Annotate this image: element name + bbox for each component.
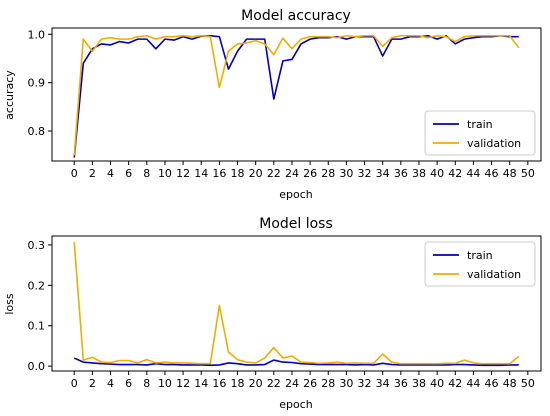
loss-x-tick-label: 30 bbox=[339, 377, 353, 390]
accuracy-x-tick-label: 46 bbox=[485, 167, 499, 180]
accuracy-y-axis-label: accuracy bbox=[3, 70, 16, 120]
loss-y-tick-label: 0.0 bbox=[28, 360, 46, 373]
loss-x-tick-label: 24 bbox=[285, 377, 299, 390]
loss-x-tick-label: 46 bbox=[485, 377, 499, 390]
accuracy-legend: train validation bbox=[424, 110, 536, 156]
accuracy-y-tick-label: 0.9 bbox=[28, 77, 46, 90]
loss-legend: train validation bbox=[424, 241, 536, 287]
loss-x-tick-label: 44 bbox=[466, 377, 480, 390]
accuracy-legend-label-validation: validation bbox=[467, 137, 521, 150]
accuracy-x-tick-label: 50 bbox=[521, 167, 535, 180]
accuracy-y-tick-label: 1.0 bbox=[28, 28, 46, 41]
accuracy-chart: Model accuracy 0.80.91.0 0 2 4 6 8 10 12 14 16 18… bbox=[3, 8, 542, 201]
accuracy-x-tick-label: 14 bbox=[194, 167, 208, 180]
accuracy-x-tick-label: 6 bbox=[125, 167, 132, 180]
loss-x-tick-label: 16 bbox=[212, 377, 226, 390]
loss-y-tick-label: 0.1 bbox=[28, 320, 46, 333]
loss-x-tick-label: 2 bbox=[89, 377, 96, 390]
accuracy-x-tick-label: 10 bbox=[158, 167, 172, 180]
loss-chart: Model loss 0.00.10.20.3 0 2 4 6 8 10 12 14 16 18 2… bbox=[3, 216, 542, 411]
loss-x-tick-label: 18 bbox=[231, 377, 245, 390]
loss-x-tick-label: 14 bbox=[194, 377, 208, 390]
accuracy-x-tick-label: 34 bbox=[376, 167, 390, 180]
accuracy-legend-box bbox=[424, 110, 536, 156]
loss-x-tick-label: 38 bbox=[412, 377, 426, 390]
loss-x-axis-label: epoch bbox=[279, 398, 313, 411]
loss-x-tick-label: 32 bbox=[358, 377, 372, 390]
accuracy-x-tick-label: 38 bbox=[412, 167, 426, 180]
accuracy-x-tick-label: 44 bbox=[466, 167, 480, 180]
loss-x-tick-label: 8 bbox=[143, 377, 150, 390]
accuracy-x-tick-label: 24 bbox=[285, 167, 299, 180]
accuracy-x-tick-label: 32 bbox=[358, 167, 372, 180]
loss-legend-label-train: train bbox=[467, 249, 493, 262]
loss-x-tick-label: 22 bbox=[267, 377, 281, 390]
accuracy-x-tick-label: 8 bbox=[143, 167, 150, 180]
loss-x-tick-label: 34 bbox=[376, 377, 390, 390]
loss-series-validation-line bbox=[73, 241, 520, 365]
loss-x-tick-label: 20 bbox=[249, 377, 263, 390]
loss-y-tick-label: 0.3 bbox=[28, 239, 46, 252]
accuracy-x-tick-label: 42 bbox=[448, 167, 462, 180]
loss-x-tick-label: 26 bbox=[303, 377, 317, 390]
accuracy-x-tick-label: 2 bbox=[89, 167, 96, 180]
accuracy-series-validation-line bbox=[73, 34, 520, 156]
loss-x-tick-label: 10 bbox=[158, 377, 172, 390]
accuracy-x-tick-label: 12 bbox=[176, 167, 190, 180]
loss-x-tick-label: 12 bbox=[176, 377, 190, 390]
accuracy-x-tick-label: 20 bbox=[249, 167, 263, 180]
accuracy-y-tick-label: 0.8 bbox=[28, 125, 46, 138]
accuracy-x-tick-label: 40 bbox=[430, 167, 444, 180]
loss-legend-label-validation: validation bbox=[467, 268, 521, 281]
loss-x-tick-label: 40 bbox=[430, 377, 444, 390]
loss-x-tick-label: 42 bbox=[448, 377, 462, 390]
loss-x-tick-label: 0 bbox=[71, 377, 78, 390]
accuracy-x-tick-label: 18 bbox=[231, 167, 245, 180]
accuracy-x-axis-label: epoch bbox=[279, 188, 313, 201]
accuracy-legend-label-train: train bbox=[467, 118, 493, 131]
accuracy-x-tick-label: 48 bbox=[503, 167, 517, 180]
accuracy-x-tick-label: 36 bbox=[394, 167, 408, 180]
loss-legend-box bbox=[424, 241, 536, 287]
accuracy-x-tick-label: 16 bbox=[212, 167, 226, 180]
loss-x-tick-label: 36 bbox=[394, 377, 408, 390]
loss-x-tick-label: 48 bbox=[503, 377, 517, 390]
accuracy-chart-title: Model accuracy bbox=[241, 8, 351, 24]
accuracy-x-tick-label: 26 bbox=[303, 167, 317, 180]
accuracy-x-tick-label: 30 bbox=[339, 167, 353, 180]
accuracy-x-tick-label: 4 bbox=[107, 167, 114, 180]
loss-x-tick-label: 28 bbox=[321, 377, 335, 390]
accuracy-x-tick-label: 0 bbox=[71, 167, 78, 180]
loss-chart-title: Model loss bbox=[259, 216, 333, 232]
accuracy-x-tick-label: 22 bbox=[267, 167, 281, 180]
loss-x-tick-label: 4 bbox=[107, 377, 114, 390]
loss-x-tick-label: 50 bbox=[521, 377, 535, 390]
loss-series-train-line bbox=[73, 357, 519, 367]
loss-y-axis-label: loss bbox=[3, 293, 16, 315]
loss-x-tick-label: 6 bbox=[125, 377, 132, 390]
accuracy-x-tick-label: 28 bbox=[321, 167, 335, 180]
loss-y-tick-label: 0.2 bbox=[28, 279, 46, 292]
